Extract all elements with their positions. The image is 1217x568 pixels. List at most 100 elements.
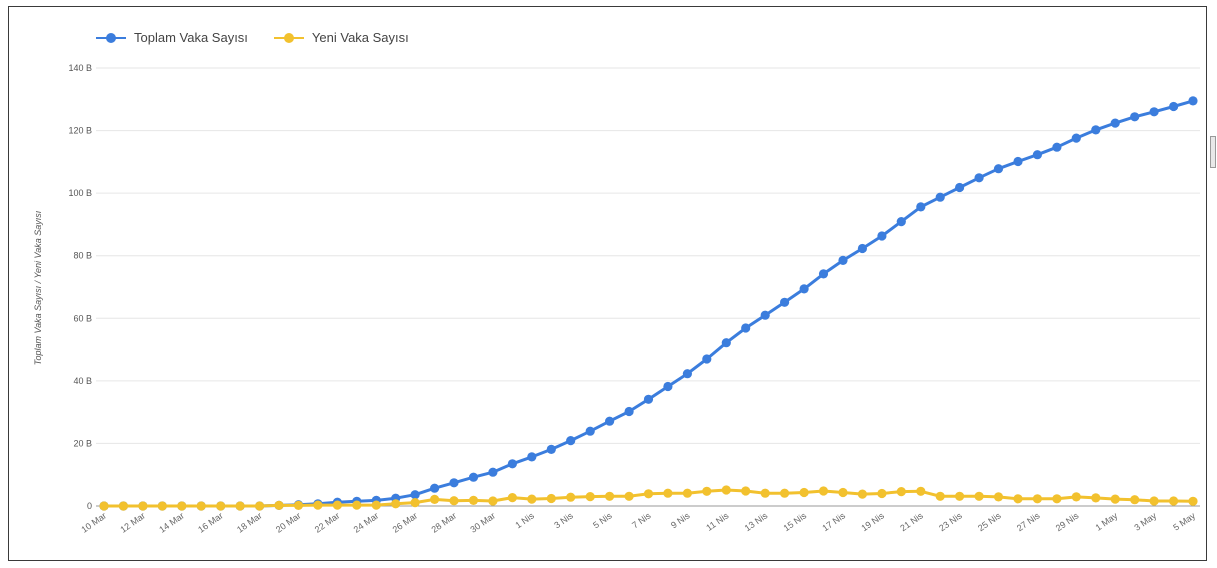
point-new — [1149, 496, 1159, 506]
resize-handle[interactable] — [1210, 136, 1216, 168]
y-tick-label: 120 B — [68, 126, 92, 136]
point-total — [1052, 142, 1062, 152]
point-new — [430, 494, 440, 504]
point-new — [857, 489, 868, 499]
legend-label-total: Toplam Vaka Sayısı — [134, 30, 248, 45]
x-tick-label: 1 May — [1094, 510, 1120, 533]
point-new — [235, 501, 245, 511]
point-new — [293, 500, 304, 510]
x-tick-label: 23 Nis — [937, 510, 964, 533]
x-tick-label: 27 Nis — [1015, 510, 1042, 533]
point-new — [157, 501, 167, 511]
point-total — [507, 459, 517, 469]
x-tick-label: 29 Nis — [1054, 510, 1081, 533]
legend-item-new[interactable]: Yeni Vaka Sayısı — [273, 30, 409, 45]
point-new — [818, 486, 829, 496]
y-tick-label: 20 B — [73, 438, 92, 448]
point-new — [935, 491, 945, 501]
point-total — [1091, 125, 1101, 135]
series-total — [99, 96, 1198, 511]
point-new — [546, 493, 556, 504]
point-new — [118, 501, 128, 511]
x-tick-label: 19 Nis — [859, 510, 886, 533]
point-new — [1169, 496, 1179, 506]
point-new — [1130, 495, 1140, 505]
x-tick-label: 20 Mar — [274, 510, 303, 534]
x-tick-label: 14 Mar — [157, 510, 186, 534]
x-tick-label: 10 Mar — [79, 510, 108, 534]
x-tick-label: 24 Mar — [352, 510, 381, 534]
point-new — [1071, 492, 1081, 502]
point-new — [177, 501, 187, 511]
point-new — [605, 491, 615, 501]
point-new — [255, 501, 265, 511]
point-total — [488, 467, 498, 477]
x-tick-label: 3 Nis — [552, 510, 575, 530]
x-tick-label: 5 Nis — [591, 510, 614, 530]
point-new — [780, 488, 790, 498]
point-total — [955, 182, 965, 193]
point-new — [274, 500, 284, 510]
x-tick-label: 9 Nis — [669, 510, 692, 530]
point-total — [916, 202, 926, 212]
point-new — [702, 486, 712, 496]
x-tick-label: 26 Mar — [391, 510, 420, 534]
x-tick-label: 5 May — [1171, 510, 1197, 533]
point-new — [507, 493, 517, 503]
point-new — [468, 495, 479, 505]
grid-lines — [96, 67, 1200, 444]
point-total — [585, 426, 595, 436]
legend-item-total[interactable]: Toplam Vaka Sayısı — [96, 30, 248, 45]
point-new — [955, 491, 965, 501]
x-tick-labels: 10 Mar 12 Mar 14 Mar 16 Mar 18 Mar 20 Mar 22 M… — [79, 510, 1197, 535]
point-total — [1130, 112, 1140, 122]
point-new — [974, 491, 984, 501]
legend-swatch-new — [273, 32, 304, 43]
point-new — [138, 501, 148, 511]
point-total — [1149, 107, 1159, 117]
chart-frame — [8, 6, 1207, 561]
point-new — [527, 494, 537, 504]
point-total — [702, 354, 712, 364]
y-tick-label: 80 B — [73, 251, 92, 261]
y-tick-labels: 0 20 B 40 B 60 B 80 B 100 B 120 B 140 B — [68, 63, 92, 511]
x-tick-label: 22 Mar — [313, 510, 342, 534]
point-total — [818, 269, 829, 279]
point-new — [1110, 494, 1120, 504]
x-tick-label: 17 Nis — [820, 510, 847, 533]
x-tick-label: 25 Nis — [976, 510, 1003, 533]
point-total — [935, 192, 945, 202]
point-total — [546, 444, 556, 454]
point-new — [721, 485, 731, 495]
x-tick-label: 21 Nis — [898, 510, 925, 533]
point-new — [566, 492, 576, 502]
point-total — [993, 164, 1004, 174]
point-total — [527, 452, 537, 462]
y-tick-label: 140 B — [68, 63, 92, 73]
x-tick-label: 16 Mar — [196, 510, 225, 534]
point-total — [468, 472, 479, 482]
point-new — [896, 487, 906, 497]
point-total — [896, 217, 906, 227]
point-new — [760, 488, 770, 498]
point-new — [1013, 494, 1023, 504]
y-tick-label: 60 B — [73, 313, 92, 323]
point-total — [430, 483, 440, 493]
point-total — [1071, 133, 1081, 143]
point-total — [1013, 156, 1023, 167]
point-total — [760, 310, 770, 320]
point-total — [624, 406, 634, 417]
point-total — [410, 490, 420, 500]
point-new — [1091, 493, 1101, 503]
point-new — [877, 488, 887, 499]
point-total — [566, 436, 576, 446]
point-new — [1032, 494, 1042, 504]
x-tick-label: 12 Mar — [118, 510, 147, 534]
point-total — [663, 381, 673, 392]
series-new — [99, 485, 1198, 511]
point-new — [371, 500, 381, 510]
y-axis-label: Toplam Vaka Sayısı / Yeni Vaka Sayısı — [33, 210, 43, 366]
y-tick-label: 40 B — [73, 376, 92, 386]
point-total — [838, 255, 848, 265]
